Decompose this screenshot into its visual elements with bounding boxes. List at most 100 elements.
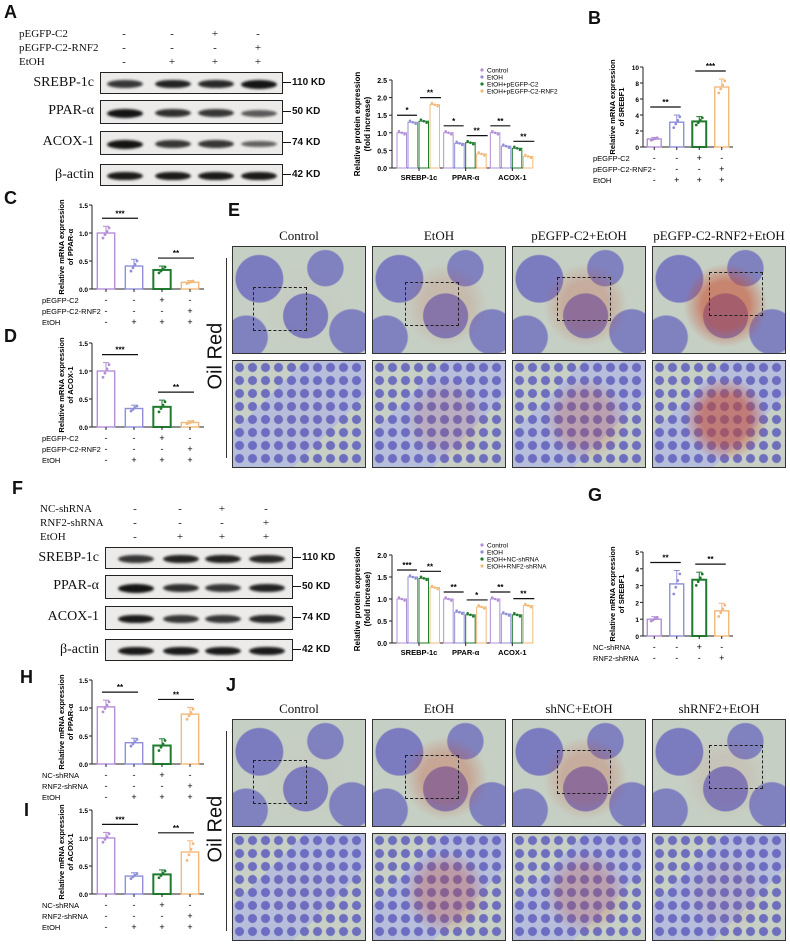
bar — [443, 598, 454, 644]
condition-sign: - — [720, 642, 723, 652]
condition-sign: + — [131, 792, 136, 802]
blot-strip — [105, 606, 293, 630]
condition-label: pEGFP-C2-RNF2 — [19, 42, 99, 54]
blot-strip — [105, 547, 293, 569]
condition-sign: + — [211, 28, 219, 40]
condition-row: pEGFP-C2 - - + - — [19, 28, 319, 40]
condition-sign: - — [133, 900, 136, 910]
y-axis-label: (fold increase) — [363, 96, 372, 151]
protein-band — [205, 554, 241, 564]
y-axis-label: Relative mRNA expression — [608, 59, 617, 155]
molecular-weight-label: 74 KD — [293, 612, 330, 623]
microscopy-overview — [372, 719, 506, 827]
molecular-weight-label: 42 KD — [293, 644, 330, 655]
condition-sign: - — [675, 164, 678, 174]
condition-sign: + — [131, 317, 136, 327]
condition-sign: - — [189, 770, 192, 780]
legend-label: EtOH+NC-shRNA — [487, 557, 539, 564]
condition-sign: - — [220, 517, 224, 529]
bar — [124, 265, 144, 290]
y-tick-label: 6 — [635, 97, 639, 104]
condition-sign: + — [159, 922, 164, 932]
x-tick-label: ACOX-1 — [498, 173, 526, 182]
y-axis-label: Relative mRNA expression — [57, 674, 66, 770]
y-tick-label: 0.0 — [377, 641, 387, 648]
bar — [465, 614, 476, 644]
legend-marker — [480, 543, 484, 547]
bar — [454, 142, 465, 169]
band-label: ACOX-1 — [47, 609, 99, 624]
bar — [429, 587, 440, 644]
y-tick-label: 1.0 — [79, 231, 88, 238]
microscopy-zoomed — [372, 360, 506, 468]
zoom-region-box — [709, 272, 763, 316]
y-axis-label: of PPAR-α — [66, 228, 75, 265]
significance-marker: *** — [115, 815, 125, 824]
lipid-droplet-stain — [513, 834, 645, 940]
condition-sign: + — [262, 517, 270, 529]
stain-label: Oil Red — [204, 795, 227, 863]
bar — [124, 407, 144, 428]
y-axis-label: Relative protein expression — [353, 547, 362, 652]
condition-sign: - — [170, 42, 174, 54]
condition-sign: - — [720, 153, 723, 163]
condition-sign: + — [168, 56, 176, 68]
bar — [714, 86, 730, 148]
condition-sign: - — [213, 42, 217, 54]
bar — [669, 583, 685, 637]
legend-label: EtOH+pEGFP-C2 — [487, 82, 539, 89]
bar — [418, 577, 429, 644]
condition-sign: + — [187, 317, 192, 327]
condition-sign: - — [105, 922, 108, 932]
condition-label: RNF2-shRNA — [42, 782, 88, 791]
condition-label: pEGFP-C2 — [593, 154, 630, 163]
y-axis-label: Relative mRNA expression — [57, 804, 66, 900]
molecular-weight-label: 74 KD — [283, 137, 320, 148]
condition-sign: - — [161, 444, 164, 454]
molecular-weight-label: 110 KD — [293, 552, 335, 563]
condition-sign: + — [159, 433, 164, 443]
condition-sign: - — [698, 164, 701, 174]
microscopy-zoomed — [512, 360, 646, 468]
condition-title: pEGFP-C2+EtOH — [531, 228, 627, 243]
y-tick-label: 0.5 — [79, 734, 88, 741]
significance-marker: ** — [662, 553, 669, 562]
bar — [511, 147, 523, 169]
condition-sign: + — [697, 175, 702, 185]
condition-sign: - — [653, 653, 656, 663]
y-tick-label: 1.5 — [377, 113, 387, 120]
bar — [180, 851, 200, 895]
condition-title: EtOH — [423, 701, 455, 716]
zoom-region-box — [405, 282, 459, 326]
condition-sign: - — [653, 175, 656, 185]
condition-sign: - — [161, 911, 164, 921]
bar — [407, 121, 418, 169]
y-tick-label: 2.5 — [377, 78, 387, 85]
condition-sign: - — [675, 153, 678, 163]
bar — [124, 742, 144, 765]
lipid-droplet-stain — [233, 834, 365, 940]
protein-band — [249, 614, 285, 624]
y-tick-label: 3 — [635, 584, 639, 591]
condition-sign: - — [133, 531, 137, 543]
panel-label-h: H — [20, 667, 33, 687]
y-tick-label: 0.0 — [79, 287, 88, 294]
microscopy-overview — [512, 719, 646, 827]
bar — [522, 605, 534, 644]
protein-band — [163, 615, 199, 623]
protein-band — [198, 79, 234, 89]
condition-sign: + — [187, 781, 192, 791]
legend-marker — [480, 82, 484, 86]
y-tick-label: 1.0 — [79, 369, 88, 376]
y-tick-label: 2 — [635, 600, 639, 607]
mrna-chart-h: Relative mRNA expression of PPAR-α 0.0 0.5 1… — [42, 674, 204, 802]
condition-sign: + — [159, 792, 164, 802]
microscopy-zoomed — [232, 833, 366, 941]
y-tick-label: 2.0 — [377, 553, 387, 560]
condition-sign: - — [675, 642, 678, 652]
condition-label: EtOH — [42, 923, 60, 932]
bar — [96, 370, 116, 428]
condition-sign: + — [697, 664, 702, 665]
protein-band — [155, 108, 191, 118]
y-tick-label: 0.5 — [79, 864, 88, 871]
